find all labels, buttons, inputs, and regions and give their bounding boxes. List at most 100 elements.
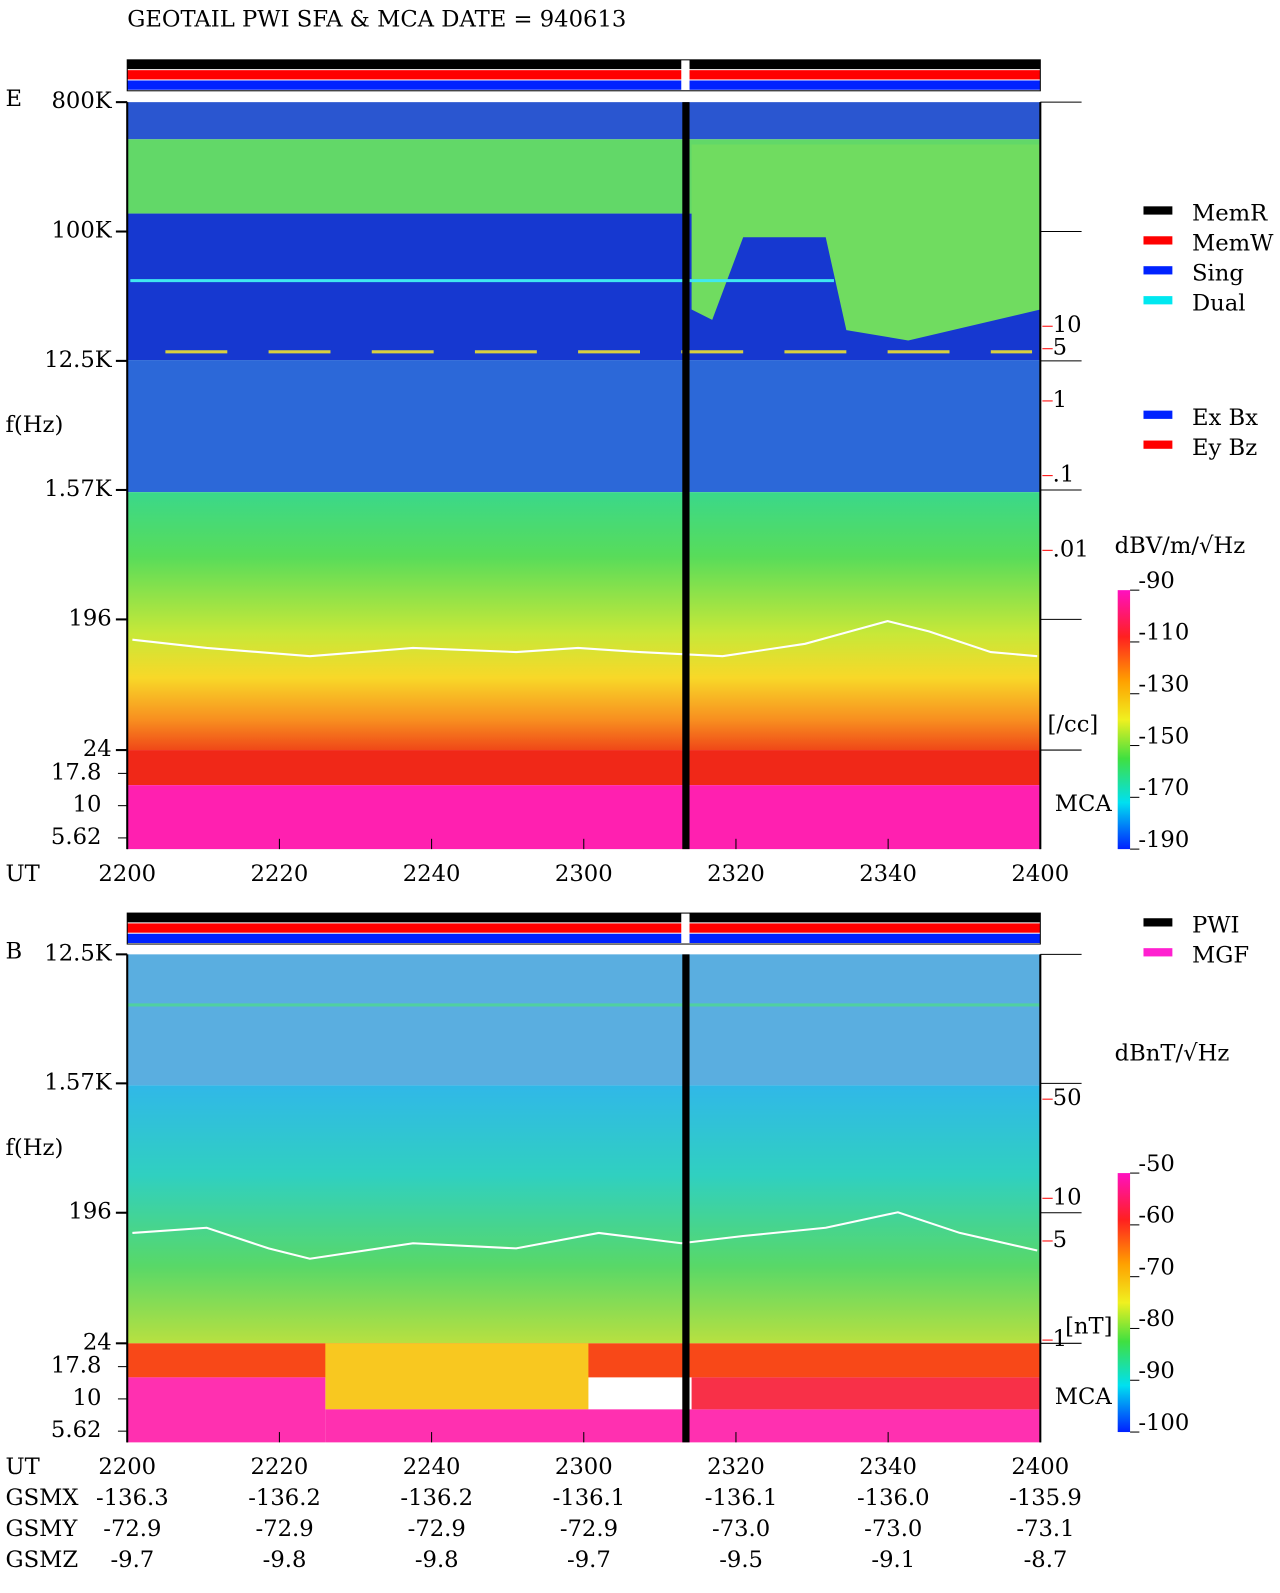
x-axis-label: UT (5, 1454, 39, 1480)
x-tick-label: 2340 (859, 861, 917, 887)
x-axis-label: UT (5, 861, 39, 887)
x-tick-label: 2400 (1011, 861, 1069, 887)
mca-tick-label: 17.8 (51, 759, 102, 785)
legend-label: Ey Bz (1192, 435, 1257, 461)
x-tick-label: 2200 (98, 861, 156, 887)
y2-axis-label: [nT] (1065, 1314, 1112, 1340)
x-tick-label: 2320 (707, 1454, 765, 1480)
colorbar-tick-label: -70 (1138, 1254, 1175, 1280)
ephemeris-value: -136.2 (400, 1485, 473, 1511)
ephemeris-name: GSMZ (5, 1547, 78, 1573)
ephemeris-value: -73.1 (1016, 1516, 1074, 1542)
ephemeris-value: -9.7 (567, 1547, 611, 1573)
data-gap (682, 954, 690, 1443)
colorbar-label: dBnT/√Hz (1115, 1040, 1230, 1066)
ephemeris-value: -9.7 (111, 1547, 155, 1573)
panel-label: E (5, 86, 22, 112)
ephemeris-value: -9.5 (719, 1547, 763, 1573)
title: GEOTAIL PWI SFA & MCA DATE = 940613 (127, 7, 626, 33)
mca-tick-label: 10 (73, 792, 102, 818)
x-tick-label: 2340 (859, 1454, 917, 1480)
colorbar-tick-label: -50 (1138, 1151, 1175, 1177)
colorbar-tick-label: -170 (1138, 775, 1189, 801)
y-tick-label: 12.5K (44, 940, 113, 966)
ephemeris-value: -135.9 (1009, 1485, 1082, 1511)
ephemeris-value: -136.1 (553, 1485, 626, 1511)
x-tick-label: 2220 (251, 861, 309, 887)
status-bar (127, 70, 1041, 80)
legend-swatch (1143, 410, 1173, 419)
y-tick-label: 1.57K (44, 476, 113, 502)
y-axis-label: f(Hz) (5, 412, 63, 438)
ephemeris-value: -136.3 (96, 1485, 169, 1511)
ephemeris-name: GSMX (5, 1485, 79, 1511)
legend-swatch (1143, 266, 1173, 275)
mca-tick-label: 5.62 (51, 1417, 102, 1443)
colorbar-tick-label: -100 (1138, 1410, 1189, 1436)
legend-label: PWI (1192, 912, 1240, 938)
status-gap (681, 59, 690, 91)
ephemeris-value: -72.9 (255, 1516, 313, 1542)
y2-tick-label: 1 (1053, 1326, 1067, 1352)
ephemeris-value: -9.8 (415, 1547, 459, 1573)
colorbar-tick-label: -130 (1138, 671, 1189, 697)
y2-tick-label: 5 (1053, 335, 1067, 361)
ephemeris-value: -136.0 (857, 1485, 930, 1511)
mca-label: MCA (1055, 1384, 1113, 1410)
legend-swatch (1143, 206, 1173, 215)
spectrogram-b (127, 954, 1041, 1443)
spectrogram-e (127, 102, 1041, 850)
panel-label: B (5, 938, 22, 964)
legend-swatch (1143, 236, 1173, 245)
legend-label: MemW (1192, 231, 1274, 257)
colorbar-tick-label: -150 (1138, 723, 1189, 749)
legend-swatch (1143, 918, 1173, 927)
y2-tick-label: 10 (1053, 312, 1082, 338)
colorbar-tick-label: -90 (1138, 1358, 1175, 1384)
y2-tick-label: 5 (1053, 1227, 1067, 1253)
ephemeris-name: GSMY (5, 1516, 78, 1542)
colorbar-tick-label: -60 (1138, 1203, 1175, 1229)
legend-label: Ex Bx (1192, 405, 1258, 431)
mca-tick-label: 5.62 (51, 824, 102, 850)
colorbar-label: dBV/m/√Hz (1115, 533, 1246, 559)
legend-swatch (1143, 948, 1173, 957)
status-bar (127, 923, 1041, 933)
data-gap (682, 102, 690, 850)
colorbar-tick-label: -80 (1138, 1306, 1175, 1332)
ephemeris-value: -73.0 (712, 1516, 770, 1542)
colorbar (1117, 590, 1131, 850)
x-tick-label: 2300 (555, 1454, 613, 1480)
y2-tick-label: 50 (1053, 1085, 1082, 1111)
ephemeris-value: -72.9 (408, 1516, 466, 1542)
x-tick-label: 2400 (1011, 1454, 1069, 1480)
ephemeris-value: -136.1 (705, 1485, 778, 1511)
status-bar (127, 59, 1041, 70)
ephemeris-value: -72.9 (103, 1516, 161, 1542)
y2-axis-label: [/cc] (1048, 711, 1099, 737)
x-tick-label: 2320 (707, 861, 765, 887)
legend-swatch (1143, 296, 1173, 305)
y-tick-label: 100K (51, 218, 112, 244)
y-tick-label: 196 (68, 605, 111, 631)
legend-label: Dual (1192, 290, 1246, 316)
mca-tick-label: 17.8 (51, 1353, 102, 1379)
legend-label: Sing (1192, 260, 1244, 286)
x-tick-label: 2200 (98, 1454, 156, 1480)
y-tick-label: 24 (83, 736, 112, 762)
status-bar (127, 933, 1041, 944)
ephemeris-value: -136.2 (248, 1485, 321, 1511)
ephemeris-value: -72.9 (560, 1516, 618, 1542)
y-tick-label: 1.57K (44, 1069, 113, 1095)
status-bar (127, 80, 1041, 90)
mca-label: MCA (1055, 791, 1113, 817)
y-tick-label: 196 (68, 1199, 111, 1225)
y-tick-label: 800K (51, 88, 112, 114)
x-tick-label: 2300 (555, 861, 613, 887)
legend-label: MGF (1192, 942, 1249, 968)
x-tick-label: 2240 (403, 1454, 461, 1480)
ephemeris-value: -9.8 (263, 1547, 307, 1573)
legend-swatch (1143, 440, 1173, 449)
status-frame (126, 59, 1041, 92)
